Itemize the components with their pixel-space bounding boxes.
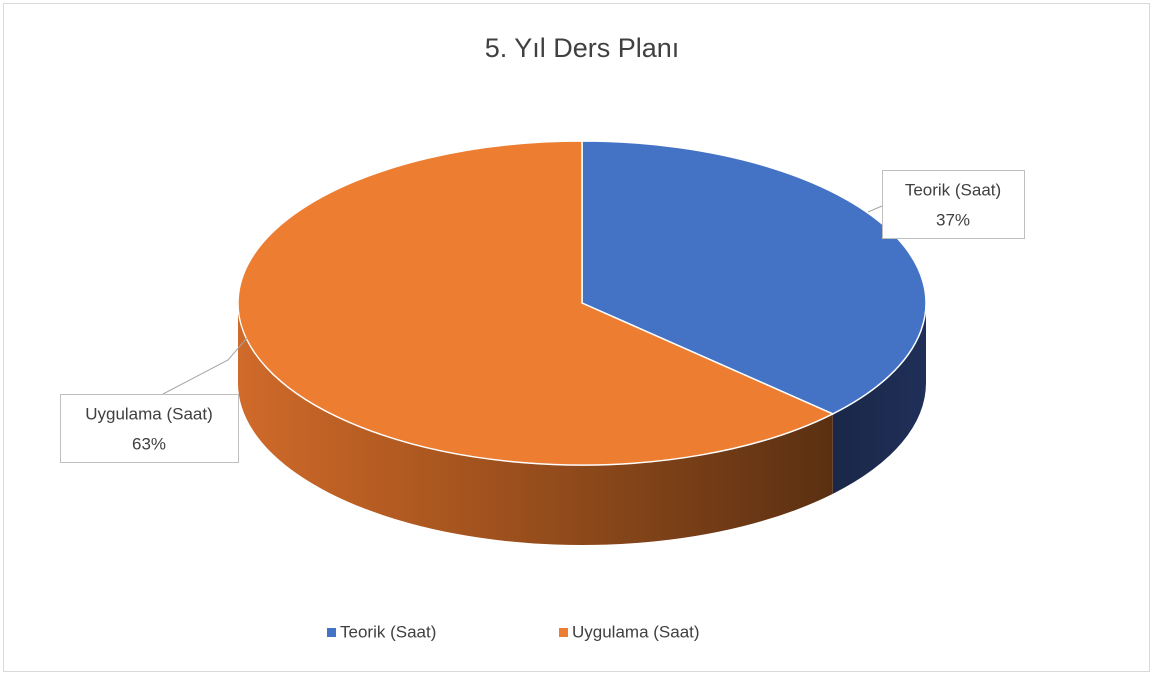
slice-side <box>237 303 833 545</box>
slice-side <box>832 303 926 494</box>
data-label-box <box>60 394 239 463</box>
data-label-value: 37% <box>936 210 970 229</box>
legend-label: Uygulama (Saat) <box>572 622 700 641</box>
leader-line <box>867 205 883 213</box>
legend-label: Teorik (Saat) <box>340 622 436 641</box>
chart-title: 5. Yıl Ders Planı <box>485 33 680 63</box>
legend-swatch <box>327 628 336 637</box>
data-label-category: Uygulama (Saat) <box>85 404 213 423</box>
data-label-category: Teorik (Saat) <box>905 180 1001 199</box>
leader-line <box>162 337 248 395</box>
slice <box>237 140 835 466</box>
data-label-value: 63% <box>132 434 166 453</box>
data-label-box <box>882 170 1025 239</box>
legend-swatch <box>559 628 568 637</box>
